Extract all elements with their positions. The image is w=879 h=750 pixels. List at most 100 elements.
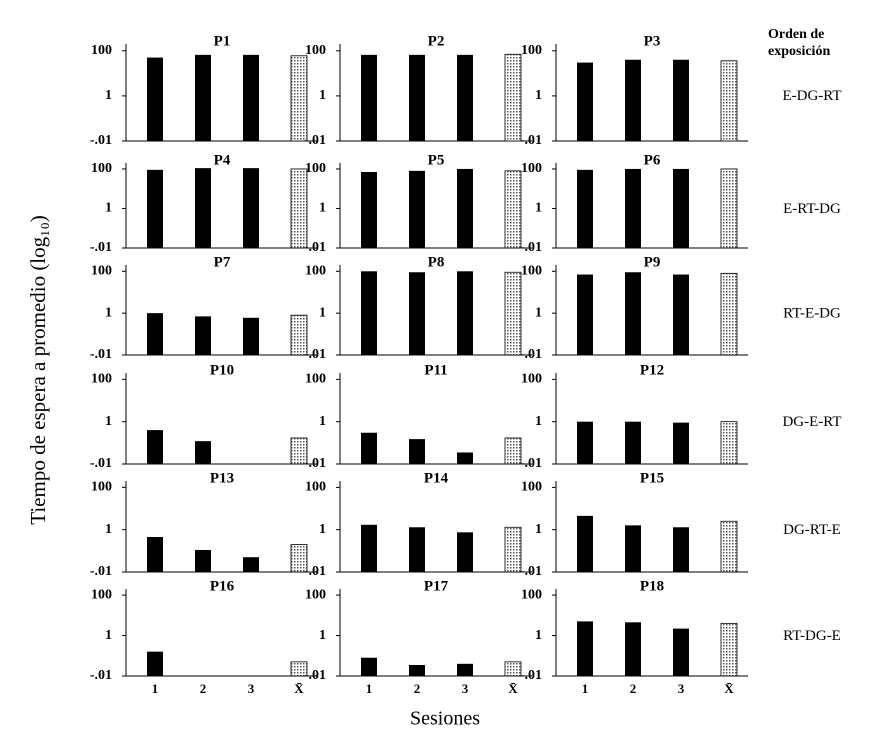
mean-bar	[290, 55, 308, 142]
bar	[361, 172, 377, 248]
mean-bar	[504, 437, 522, 465]
y-tick-label: 100	[305, 372, 326, 387]
bar	[577, 621, 593, 676]
x-tick-label: 1	[152, 681, 159, 696]
x-tick-label: X̄	[508, 681, 518, 696]
panel-title: P15	[640, 470, 664, 486]
y-tick-label: -.01	[90, 240, 112, 255]
mean-bar	[504, 526, 522, 573]
x-tick-label: 2	[630, 681, 637, 696]
bar	[577, 421, 593, 464]
y-tick-label: 1	[319, 414, 326, 429]
y-tick-label: -.01	[520, 564, 542, 579]
bar	[147, 169, 163, 248]
x-tick-label: 3	[248, 681, 255, 696]
x-tick-label: 1	[366, 681, 373, 696]
y-tick-label: 100	[305, 587, 326, 602]
mean-bar	[290, 168, 308, 249]
bar	[361, 54, 377, 142]
panel-title: P4	[214, 152, 231, 168]
bar	[673, 628, 689, 676]
y-tick-label: 1	[535, 414, 542, 429]
y-tick-label: 100	[91, 587, 112, 602]
y-tick-label: 1	[535, 522, 542, 537]
y-tick-label: 1	[319, 628, 326, 643]
bar	[195, 441, 211, 464]
y-tick-label: 100	[521, 264, 542, 279]
y-tick-label: 1	[535, 628, 542, 643]
y-tick-label: -.01	[90, 347, 112, 362]
y-tick-label: 100	[521, 587, 542, 602]
bar	[457, 663, 473, 676]
y-tick-label: 100	[521, 161, 542, 176]
y-tick-label: 1	[105, 201, 112, 216]
panel-title: P12	[640, 362, 664, 378]
mean-bar	[290, 314, 308, 356]
bar	[577, 169, 593, 248]
mean-bar	[720, 421, 738, 465]
y-tick-label: 1	[535, 305, 542, 320]
bar	[409, 527, 425, 572]
bar	[625, 168, 641, 248]
y-tick-label: 100	[305, 43, 326, 58]
y-tick-label: 100	[521, 43, 542, 58]
panel-title: P9	[644, 254, 661, 270]
panel-title: P13	[210, 470, 234, 486]
bar	[243, 317, 259, 355]
panel-title: P18	[640, 578, 664, 594]
mean-bar	[504, 170, 522, 249]
row-label: E-RT-DG	[783, 201, 841, 217]
x-tick-label: 1	[582, 681, 589, 696]
y-tick-label: 1	[105, 305, 112, 320]
bar	[195, 54, 211, 142]
mean-bar	[720, 272, 738, 356]
mean-bar	[504, 271, 522, 356]
legend-title: Orden de exposición	[768, 27, 831, 59]
bar	[673, 274, 689, 355]
x-axis-label: Sesiones	[410, 708, 480, 730]
x-tick-label: 3	[462, 681, 469, 696]
x-tick-label: 2	[200, 681, 207, 696]
mean-bar	[290, 544, 308, 573]
bar	[409, 170, 425, 248]
x-tick-label: X̄	[294, 681, 304, 696]
x-tick-label: X̄	[724, 681, 734, 696]
y-tick-label: 100	[91, 372, 112, 387]
y-tick-label: 1	[105, 414, 112, 429]
bar	[243, 168, 259, 248]
bar	[147, 537, 163, 572]
bar	[147, 651, 163, 676]
panel-title: P17	[424, 578, 449, 594]
row-label: RT-E-DG	[783, 305, 841, 321]
bar	[577, 515, 593, 572]
y-tick-label: 1	[535, 88, 542, 103]
y-tick-label: -.01	[520, 133, 542, 148]
y-tick-label: -.01	[304, 133, 326, 148]
y-tick-label: 1	[319, 88, 326, 103]
bar	[625, 59, 641, 141]
bar	[625, 421, 641, 464]
y-tick-label: 1	[319, 522, 326, 537]
panel-title: P14	[424, 470, 449, 486]
bar	[195, 316, 211, 355]
row-label: RT-DG-E	[783, 628, 841, 644]
y-tick-label: -.01	[304, 456, 326, 471]
bar	[673, 59, 689, 141]
y-tick-label: 100	[305, 480, 326, 495]
bar	[457, 532, 473, 572]
row-label: DG-RT-E	[783, 522, 841, 538]
y-tick-label: -.01	[520, 668, 542, 683]
panel-title: P11	[424, 362, 447, 378]
y-tick-label: -.01	[90, 133, 112, 148]
bar	[243, 557, 259, 572]
y-tick-label: 1	[105, 628, 112, 643]
bar	[673, 527, 689, 572]
panel-title: P8	[428, 254, 445, 270]
y-axis-label: Tiempo de espera a promedio (log₁₀)	[26, 215, 50, 525]
bar	[673, 168, 689, 248]
mean-bar	[504, 53, 522, 142]
y-tick-label: -.01	[304, 347, 326, 362]
mean-bar	[720, 622, 738, 677]
